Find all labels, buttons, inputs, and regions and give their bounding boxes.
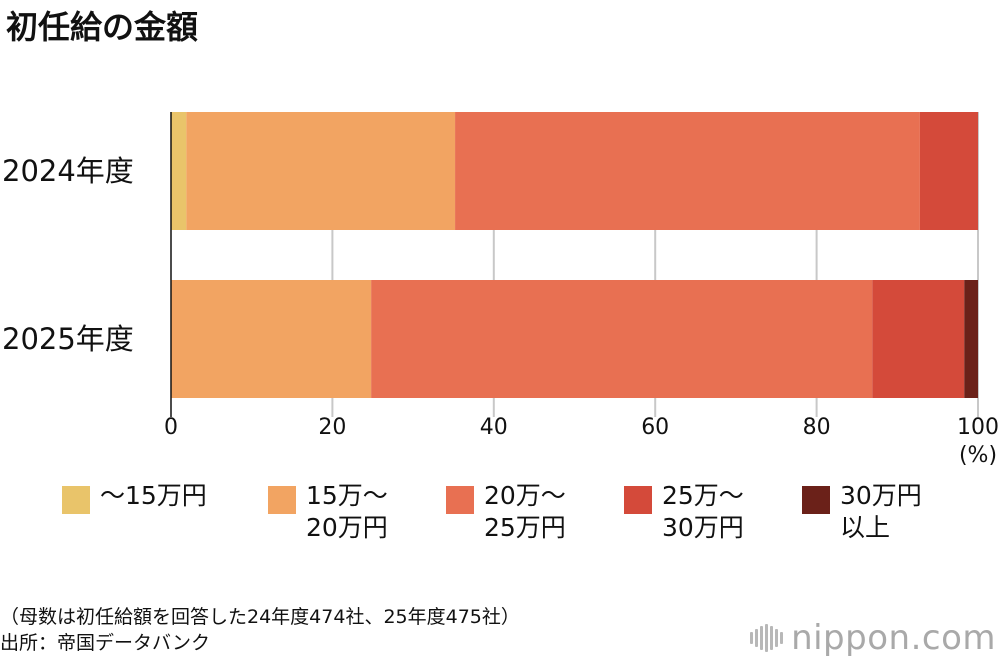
chart-title: 初任給の金額 — [6, 8, 199, 46]
note-source: 出所：帝国データバンク — [0, 632, 210, 654]
bar-segment-1-1 — [171, 280, 372, 398]
logo-mark-icon — [750, 623, 784, 653]
category-label: 2025年度 — [2, 322, 134, 356]
legend-swatch — [268, 486, 296, 514]
note-sample-size: （母数は初任給額を回答した24年度474社、25年度475社） — [0, 606, 520, 628]
legend-swatch — [446, 486, 474, 514]
nippon-logo: nippon.com — [750, 618, 996, 658]
x-tick-label: 100 — [957, 415, 999, 440]
legend: 〜15万円 15万〜 20万円 20万〜 25万円 25万〜 30万円 30万円 以上 — [62, 480, 1000, 580]
category-label: 2024年度 — [2, 154, 134, 188]
legend-item: 〜15万円 — [62, 480, 207, 514]
bar-segment-1-2 — [371, 280, 873, 398]
x-tick-label: 40 — [480, 415, 508, 440]
x-tick-label: 0 — [164, 415, 178, 440]
x-tick-labels: 0 20 40 60 80 100 — [164, 415, 999, 440]
bar-segment-0-3 — [919, 112, 978, 230]
bar-segment-0-2 — [455, 112, 920, 230]
legend-label: 25万〜 30万円 — [662, 481, 744, 542]
logo-text: nippon.com — [791, 618, 996, 658]
bar-chart: 2024年度 2025年度 0 20 40 60 80 100 (%) — [2, 112, 999, 468]
bar-segment-1-4 — [964, 280, 978, 398]
x-tick-label: 60 — [641, 415, 669, 440]
bar-segment-0-1 — [186, 112, 456, 230]
legend-swatch — [624, 486, 652, 514]
legend-item: 30万円 以上 — [802, 480, 922, 544]
legend-swatch — [802, 486, 830, 514]
source-note: （母数は初任給額を回答した24年度474社、25年度475社） 出所：帝国データ… — [0, 604, 520, 656]
legend-item: 15万〜 20万円 — [268, 480, 388, 544]
legend-label: 〜15万円 — [100, 481, 207, 510]
legend-swatch — [62, 486, 90, 514]
bars — [171, 112, 978, 398]
legend-item: 20万〜 25万円 — [446, 480, 566, 544]
category-labels: 2024年度 2025年度 — [2, 154, 134, 356]
x-tick-label: 20 — [318, 415, 346, 440]
bar-segment-0-0 — [171, 112, 187, 230]
legend-item: 25万〜 30万円 — [624, 480, 744, 544]
bar-segment-1-3 — [872, 280, 965, 398]
legend-label: 15万〜 20万円 — [306, 481, 388, 542]
x-unit-label: (%) — [959, 443, 997, 468]
legend-label: 20万〜 25万円 — [484, 481, 566, 542]
legend-label: 30万円 以上 — [840, 481, 922, 542]
x-tick-label: 80 — [803, 415, 831, 440]
